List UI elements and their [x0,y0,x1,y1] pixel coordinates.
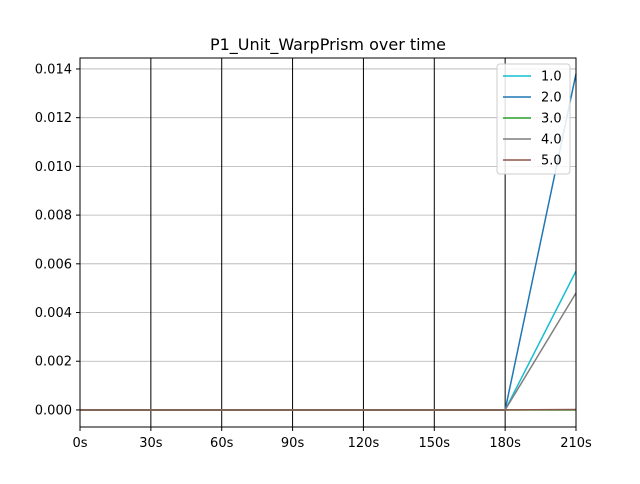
y-tick-label: 0.006 [35,257,72,272]
x-tick-label: 0s [72,436,87,451]
y-tick-label: 0.000 [35,403,72,418]
x-tick-label: 150s [418,436,450,451]
y-tick-label: 0.004 [35,306,72,321]
x-tick-label: 180s [489,436,521,451]
chart-title: P1_Unit_WarpPrism over time [210,35,446,55]
y-tick-label: 0.002 [35,355,72,370]
legend-label: 5.0 [541,154,562,169]
legend-label: 4.0 [541,133,562,148]
y-tick-label: 0.014 [35,62,72,77]
y-tick-label: 0.012 [35,111,72,126]
x-tick-label: 60s [210,436,234,451]
x-tick-label: 120s [348,436,380,451]
x-tick-label: 210s [560,436,592,451]
y-tick-label: 0.008 [35,209,72,224]
legend: 1.0 2.0 3.0 4.0 5.0 [497,64,570,174]
x-tick-label: 90s [281,436,305,451]
legend-label: 1.0 [541,70,562,85]
y-tick-label: 0.010 [35,160,72,175]
legend-label: 2.0 [541,91,562,106]
legend-label: 3.0 [541,112,562,127]
x-tick-label: 30s [139,436,163,451]
